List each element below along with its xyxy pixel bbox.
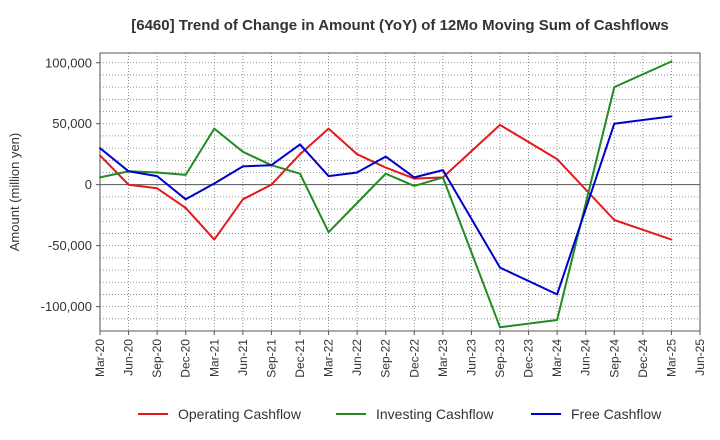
x-tick-label: Jun-24 (579, 339, 593, 376)
x-tick-label: Jun-23 (464, 339, 478, 376)
x-tick-label: Dec-24 (636, 339, 650, 378)
x-tick-label: Sep-22 (379, 339, 393, 378)
x-tick-label: Jun-22 (350, 339, 364, 376)
x-tick-label: Sep-20 (150, 339, 164, 378)
x-tick-label: Mar-20 (93, 339, 107, 377)
legend-item-operating-cashflow: Operating Cashflow (138, 406, 302, 422)
x-tick-label: Jun-21 (236, 339, 250, 376)
operating-cashflow-line (99, 123, 673, 241)
x-tick-label: Mar-22 (322, 339, 336, 377)
legend-label: Operating Cashflow (178, 406, 302, 422)
x-tick-label: Mar-23 (436, 339, 450, 377)
legend-label: Free Cashflow (571, 406, 662, 422)
plot-frame (99, 52, 701, 332)
x-tick-label: Mar-24 (550, 339, 564, 377)
y-axis-label: Amount (million yen) (7, 133, 22, 252)
legend-item-free-cashflow: Free Cashflow (531, 406, 662, 422)
y-tick-label: -50,000 (48, 238, 92, 253)
x-tick-label: Dec-21 (293, 339, 307, 378)
chart-title: [6460] Trend of Change in Amount (YoY) o… (131, 17, 669, 34)
axes (96, 52, 701, 335)
y-tick-label: 50,000 (52, 116, 92, 131)
y-tick-label: -100,000 (41, 299, 92, 314)
x-tick-label: Dec-20 (179, 339, 193, 378)
legend-label: Investing Cashflow (376, 406, 494, 422)
x-tick-label: Dec-23 (522, 339, 536, 378)
x-tick-label: Mar-25 (664, 339, 678, 377)
y-tick-label: 100,000 (45, 55, 92, 70)
x-tick-label: Jun-20 (122, 339, 136, 376)
y-tick-label: 0 (85, 177, 92, 192)
x-tick-label: Mar-21 (207, 339, 221, 377)
free-cashflow-line (99, 115, 673, 296)
x-tick-label: Sep-24 (607, 339, 621, 378)
legend: Operating Cashflow Investing Cashflow Free… (138, 406, 662, 422)
x-tick-label: Dec-22 (407, 339, 421, 378)
grid (99, 53, 701, 331)
series-lines (99, 60, 673, 329)
x-tick-label: Sep-21 (264, 339, 278, 378)
x-tick-label: Sep-23 (493, 339, 507, 378)
tick-labels: 100,000 50,000 0 -50,000 -100,000 Mar-20 Jun-2… (41, 55, 707, 377)
legend-item-investing-cashflow: Investing Cashflow (336, 406, 494, 422)
investing-cashflow-line (99, 60, 673, 329)
x-tick-label: Jun-25 (693, 339, 707, 376)
